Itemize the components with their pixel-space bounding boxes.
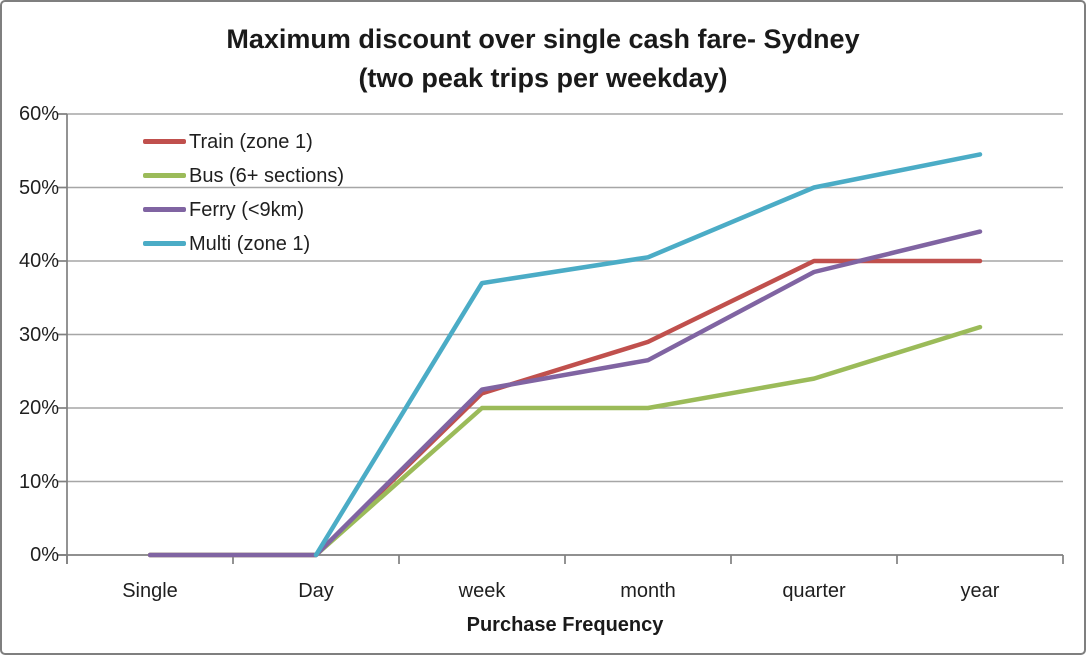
legend-label: Train (zone 1) xyxy=(189,131,313,153)
x-tick-label-quarter: quarter xyxy=(782,580,846,602)
y-tick-label-40: 40% xyxy=(18,250,59,272)
x-axis-title: Purchase Frequency xyxy=(466,614,664,636)
legend-label: Multi (zone 1) xyxy=(189,233,311,255)
legend-swatch xyxy=(143,139,186,144)
legend-swatch xyxy=(143,241,186,246)
chart-title-line2: (two peak trips per weekday) xyxy=(358,63,728,93)
series-line-multi xyxy=(313,152,983,558)
series-line-ferry xyxy=(147,229,983,558)
chart-title: Maximum discount over single cash fare- … xyxy=(2,20,1084,98)
y-tick-label-50: 50% xyxy=(18,176,59,199)
x-tick-label-year: year xyxy=(960,580,1000,602)
x-tick-label-single: Single xyxy=(122,580,178,602)
legend-label: Ferry (<9km) xyxy=(189,199,304,221)
legend-label: Bus (6+ sections) xyxy=(189,165,345,187)
y-tick-label-30: 30% xyxy=(18,323,59,346)
x-tick-label-week: week xyxy=(458,580,506,602)
legend-swatch xyxy=(143,173,186,178)
y-tick-label-10: 10% xyxy=(18,470,59,493)
y-tick-label-60: 60% xyxy=(18,103,59,125)
legend-swatch xyxy=(143,207,186,212)
x-tick-label-day: Day xyxy=(298,580,334,602)
chart-title-line1: Maximum discount over single cash fare- … xyxy=(226,24,860,54)
x-tick-label-month: month xyxy=(620,580,676,602)
y-tick-label-20: 20% xyxy=(18,397,59,419)
y-tick-label-0: 0% xyxy=(30,544,59,566)
series-line-bus xyxy=(147,324,983,558)
